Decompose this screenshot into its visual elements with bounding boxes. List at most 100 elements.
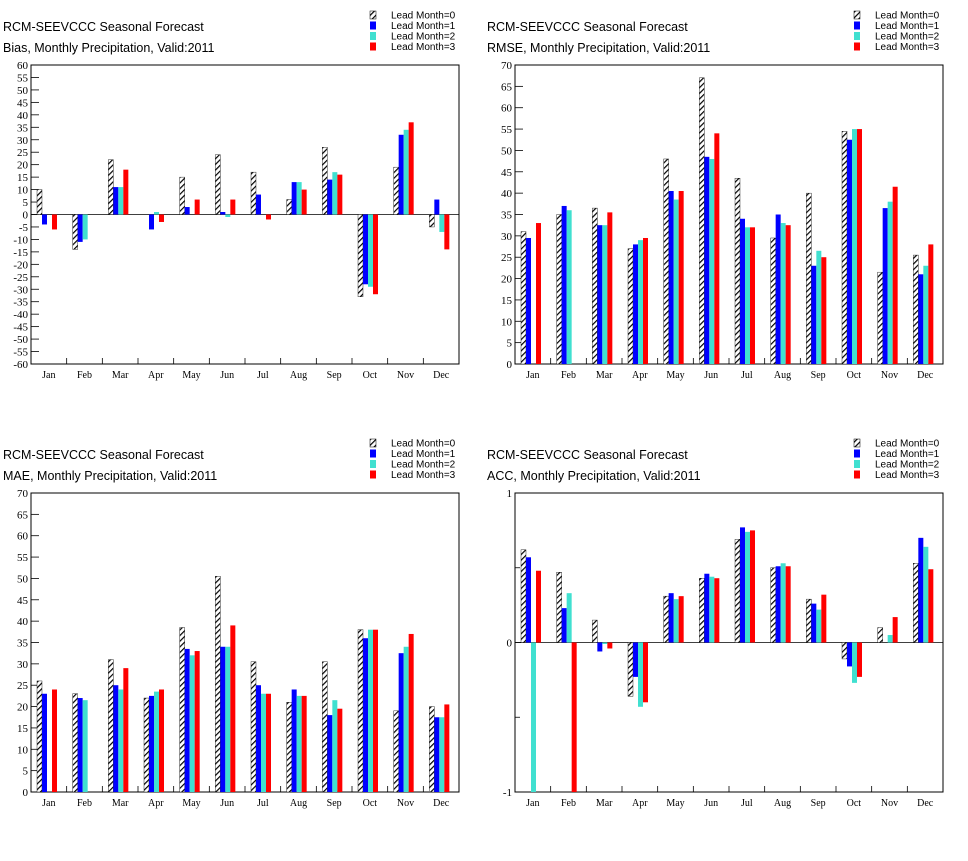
bar (159, 689, 164, 792)
bar (714, 133, 720, 364)
bar (194, 651, 200, 792)
x-tick-label: Jan (42, 798, 55, 809)
x-tick-label: Jun (220, 798, 234, 809)
bar (663, 595, 669, 643)
bar (561, 608, 567, 643)
x-tick-label: Dec (917, 798, 934, 809)
chart-panel-0: RCM-SEEVCCC Seasonal Forecast Bias, Month… (3, 11, 460, 381)
x-tick-label: Jul (257, 370, 269, 381)
y-tick-label: -20 (13, 259, 28, 271)
x-tick-label: Jun (704, 370, 718, 381)
bar (821, 257, 827, 364)
legend-swatch-1 (854, 449, 860, 458)
bar (429, 706, 435, 793)
bar (250, 171, 257, 215)
bar (393, 166, 399, 215)
bar (709, 576, 715, 643)
legend-swatch-1 (854, 21, 860, 30)
x-tick-label: Sep (811, 798, 826, 809)
legend-label-3: Lead Month=3 (875, 470, 940, 481)
x-tick-label: Mar (112, 370, 129, 381)
y-tick-label: 55 (17, 552, 29, 564)
y-tick-label: 45 (17, 595, 29, 607)
x-tick-label: Dec (433, 798, 450, 809)
x-tick-label: Apr (632, 370, 648, 381)
bar (398, 134, 404, 215)
bar (882, 208, 888, 364)
bar (36, 189, 43, 215)
legend-swatch-2 (370, 460, 376, 468)
bar (745, 227, 750, 364)
bar (337, 174, 343, 215)
y-tick-label: 10 (17, 744, 29, 756)
x-tick-label: May (182, 798, 200, 809)
legend-swatch-1 (370, 449, 376, 458)
legend-label-1: Lead Month=1 (391, 21, 456, 32)
bar (368, 629, 373, 792)
bar (811, 603, 817, 643)
bar (806, 192, 812, 365)
bar (561, 205, 567, 364)
bar (77, 214, 83, 242)
x-tick-label: Feb (561, 370, 576, 381)
bar (887, 635, 893, 643)
bar (816, 250, 822, 364)
bar (740, 527, 745, 643)
x-tick-label: Jan (526, 798, 539, 809)
y-tick-label: -60 (13, 359, 28, 371)
bar (220, 646, 226, 792)
bar (189, 655, 195, 792)
bar (322, 147, 328, 215)
y-tick-label: 15 (17, 172, 29, 184)
bar (363, 638, 368, 792)
bar (118, 689, 124, 792)
chart-panel-3: RCM-SEEVCCC Seasonal Forecast ACC, Monthl… (487, 439, 944, 809)
bar (770, 237, 776, 365)
legend-label-1: Lead Month=1 (391, 449, 456, 460)
bar (444, 214, 450, 250)
bar (149, 214, 154, 230)
y-tick-label: -1 (503, 787, 512, 799)
y-tick-label: -10 (13, 234, 28, 246)
bar (439, 214, 445, 232)
bar (663, 158, 669, 365)
bar (301, 189, 307, 215)
x-tick-label: Dec (917, 370, 934, 381)
y-tick-label: -30 (13, 284, 28, 296)
bar (923, 546, 929, 643)
bar (602, 642, 608, 644)
bar (704, 156, 710, 364)
bar (296, 182, 302, 215)
y-tick-label: 25 (501, 252, 513, 264)
y-tick-label: 30 (501, 231, 513, 243)
legend-label-1: Lead Month=1 (875, 21, 940, 32)
y-tick-label: -40 (13, 309, 28, 321)
legend-label-0: Lead Month=0 (875, 11, 940, 22)
x-tick-label: Jul (741, 370, 753, 381)
x-tick-label: Apr (148, 798, 164, 809)
bar (108, 159, 114, 215)
bar (592, 207, 598, 365)
chart-panel-1: RCM-SEEVCCC Seasonal Forecast RMSE, Month… (487, 11, 944, 381)
y-tick-label: 10 (501, 316, 513, 328)
bar (220, 212, 226, 215)
bar (847, 139, 852, 364)
y-tick-label: 55 (17, 72, 29, 84)
legend-swatch-2 (854, 32, 860, 40)
bar (118, 187, 124, 215)
bar (225, 646, 231, 792)
bar (740, 218, 745, 364)
bar (256, 685, 261, 792)
chart-subtitle: MAE, Monthly Precipitation, Valid:2011 (3, 469, 217, 483)
y-tick-label: 50 (501, 145, 513, 157)
x-tick-label: Nov (881, 798, 898, 809)
bar (668, 593, 674, 643)
bar (627, 248, 634, 365)
x-tick-label: Oct (363, 798, 378, 809)
x-tick-label: Mar (596, 798, 613, 809)
y-tick-label: -55 (13, 347, 28, 359)
bar (266, 693, 271, 792)
x-tick-label: Jun (704, 798, 718, 809)
y-tick-label: -50 (13, 334, 28, 346)
bar (536, 223, 541, 364)
